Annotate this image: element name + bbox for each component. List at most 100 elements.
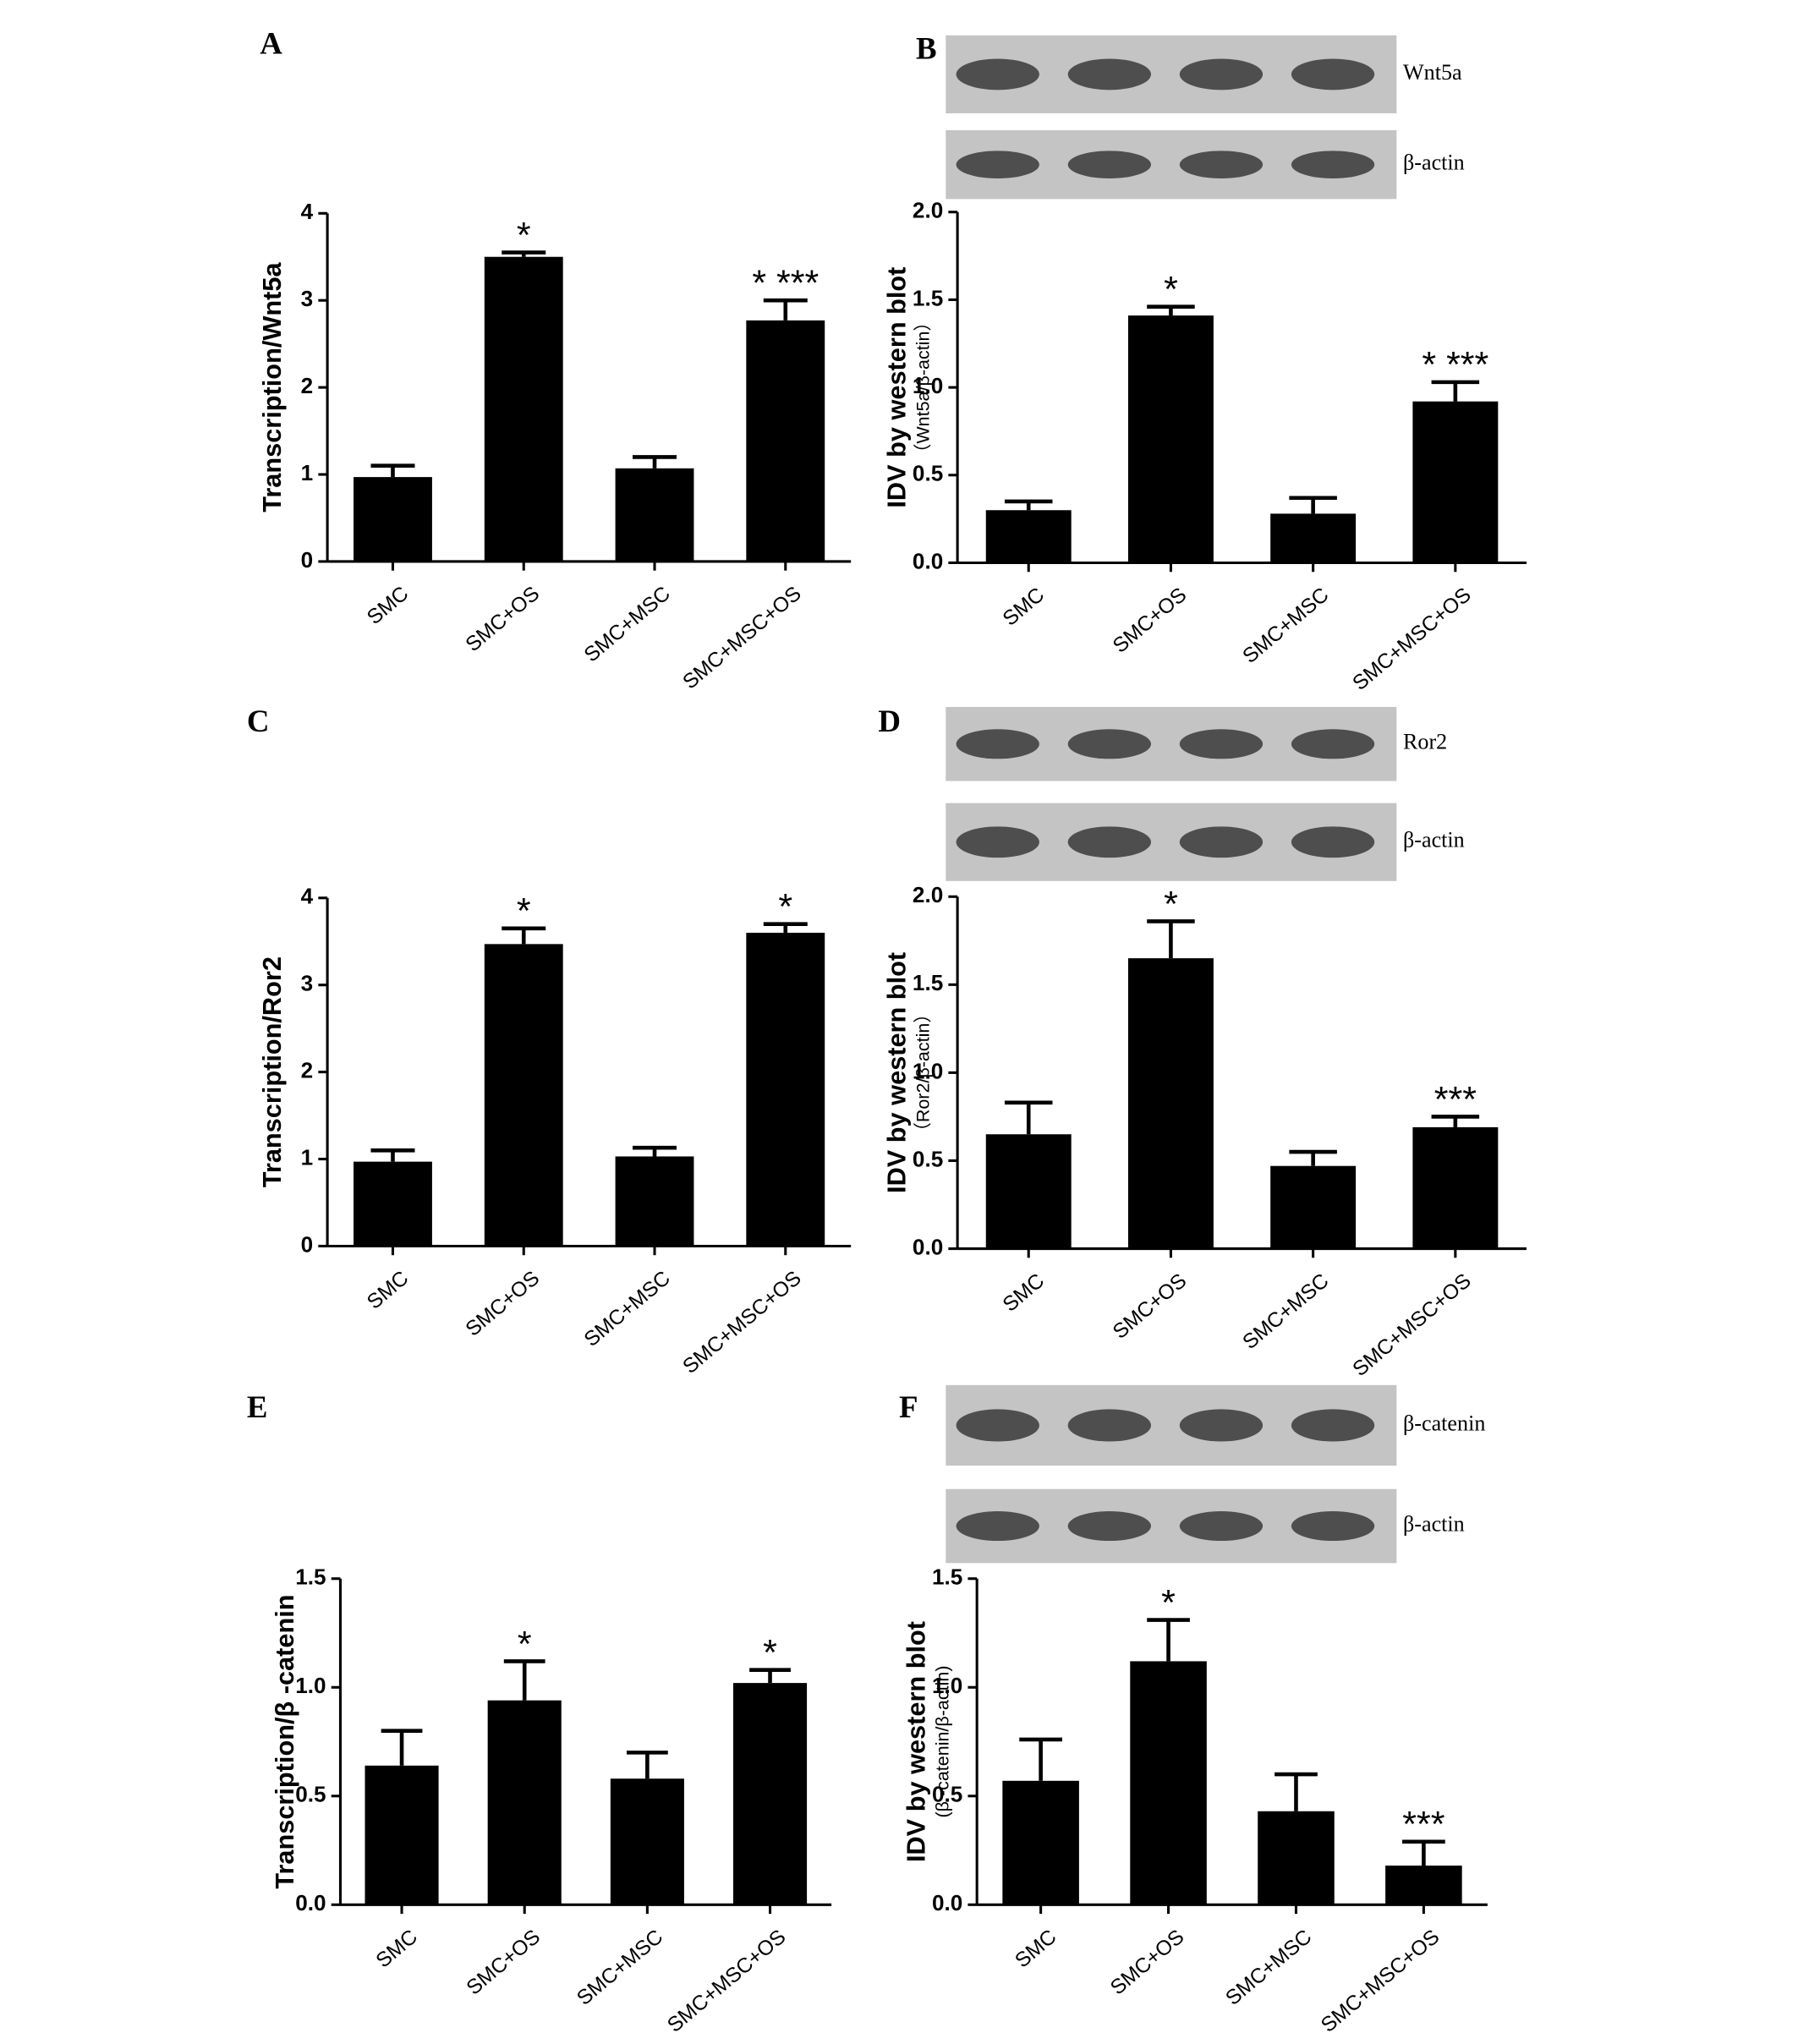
y-tick-label: 1: [301, 1144, 314, 1170]
bar: [1412, 401, 1499, 563]
x-tick-label: SMC+MSC: [1239, 1269, 1334, 1354]
blot-band: [1179, 1409, 1264, 1442]
significance-label: *: [778, 887, 792, 928]
y-tick-label: 2.0: [913, 882, 943, 907]
blot-band: [1179, 1511, 1264, 1542]
x-tick-label: SMC: [363, 582, 413, 629]
x-tick-label: SMC+MSC+OS: [679, 1267, 806, 1378]
y-tick-label: 1.0: [913, 1058, 943, 1083]
x-tick-label: SMC+MSC+OS: [1349, 1269, 1476, 1381]
x-tick-label: SMC: [363, 1267, 413, 1314]
y-tick-label: 1.5: [913, 970, 943, 995]
blot-band: [1291, 58, 1375, 90]
y-tick-label: 4: [301, 199, 314, 224]
y-axis-label: IDV by western blot: [882, 267, 912, 508]
blot-band: [1291, 1409, 1375, 1442]
blot-label: Ror2: [1403, 730, 1447, 754]
bar: [746, 320, 825, 562]
significance-label: * ***: [1422, 345, 1488, 386]
y-tick-label: 1.5: [913, 285, 943, 310]
chart-panel: A 0 1 2 3 4 Transcription/Wnt5a SMC SMC+OS * SMC+M…: [257, 25, 852, 693]
significance-label: *: [1164, 270, 1178, 310]
bar: [1412, 1126, 1499, 1249]
y-tick-label: 0.0: [913, 548, 943, 573]
y-axis-label: Transcription/Wnt5a: [257, 262, 287, 512]
panel-label: A: [260, 25, 282, 60]
y-tick-label: 0: [301, 1231, 314, 1257]
y-tick-label: 0.0: [932, 1890, 962, 1915]
x-tick-label: SMC+OS: [1106, 1926, 1188, 2000]
chart-panel: F 0.0 0.5 1.0 1.5 IDV by western blot (β -cate…: [899, 1384, 1488, 2037]
bar: [1127, 958, 1214, 1249]
blot-label: β-actin: [1403, 1512, 1465, 1537]
x-tick-label: SMC: [372, 1926, 422, 1973]
x-tick-label: SMC+OS: [462, 1267, 544, 1341]
x-tick-label: SMC+MSC+OS: [1349, 584, 1476, 695]
bar: [610, 1778, 684, 1905]
y-tick-label: 0.5: [932, 1782, 962, 1807]
blot-band: [956, 729, 1039, 759]
y-tick-label: 1.5: [932, 1565, 962, 1590]
x-tick-label: SMC+MSC+OS: [663, 1926, 790, 2037]
significance-label: *: [517, 215, 531, 255]
blot-label: β-actin: [1403, 828, 1465, 852]
y-tick-label: 1: [301, 460, 314, 485]
blot-band: [1067, 826, 1152, 858]
blot-band: [1179, 58, 1264, 90]
y-tick-label: 2.0: [913, 198, 943, 223]
blot-band: [1067, 729, 1152, 759]
blot-band: [1067, 151, 1152, 178]
x-tick-label: SMC: [1011, 1926, 1061, 1973]
y-axis-sublabel: （Ror2/β-actin）: [913, 1005, 933, 1141]
blot-band: [1179, 729, 1264, 759]
blot-band: [956, 151, 1039, 178]
blot-band: [956, 1511, 1039, 1542]
blot-band: [1067, 1511, 1152, 1542]
significance-label: *: [1164, 884, 1178, 924]
y-axis-sublabel: (β -catenin/β-actin): [932, 1665, 952, 1817]
bar: [484, 256, 563, 562]
significance-label: *: [518, 1624, 532, 1664]
y-tick-label: 2: [301, 1058, 314, 1083]
y-tick-label: 3: [301, 971, 314, 996]
blot-band: [1179, 826, 1264, 858]
y-axis-label: IDV by western blot: [882, 952, 912, 1193]
bar: [354, 1161, 432, 1247]
x-tick-label: SMC: [999, 584, 1049, 631]
y-tick-label: 3: [301, 286, 314, 311]
y-axis-label: Transcription/β -catenin: [270, 1594, 299, 1888]
bar: [1130, 1661, 1207, 1905]
significance-label: *: [763, 1633, 777, 1674]
y-tick-label: 0: [301, 547, 314, 573]
bar: [1270, 513, 1357, 563]
blot-label: Wnt5a: [1403, 60, 1462, 85]
chart-panel: B 0.0 0.5 1.0 1.5 2.0 IDV by western blot （Wnt5…: [882, 30, 1527, 695]
significance-label: ***: [1434, 1079, 1477, 1120]
x-tick-label: SMC+MSC+OS: [1317, 1926, 1444, 2037]
bar: [1385, 1866, 1462, 1905]
chart-panel: D 0.0 0.5 1.0 1.5 2.0 IDV by western blot （Ror2…: [878, 704, 1527, 1381]
bar: [746, 932, 825, 1247]
y-tick-label: 0.5: [913, 1146, 943, 1171]
y-tick-label: 1.0: [295, 1673, 326, 1698]
panel-label: F: [899, 1389, 918, 1424]
blot-band: [1067, 1409, 1152, 1442]
y-tick-label: 0.5: [295, 1782, 326, 1807]
blot-band: [1291, 151, 1375, 178]
bar: [1270, 1165, 1357, 1249]
bar: [732, 1683, 808, 1905]
bar: [487, 1700, 562, 1905]
bar: [615, 1156, 694, 1247]
blot-band: [1291, 826, 1375, 858]
chart-panel: E 0.0 0.5 1.0 1.5 Transcription/β -catenin SMC…: [247, 1389, 832, 2037]
significance-label: *: [1161, 1582, 1176, 1623]
bar: [985, 1134, 1072, 1249]
y-tick-label: 0.0: [295, 1890, 326, 1915]
panel-label: B: [916, 30, 937, 65]
bar: [354, 477, 432, 562]
blot-band: [1291, 1511, 1375, 1542]
blot-band: [1067, 58, 1152, 90]
x-tick-label: SMC+MSC+OS: [679, 582, 806, 693]
x-tick-label: SMC+MSC: [580, 582, 675, 666]
